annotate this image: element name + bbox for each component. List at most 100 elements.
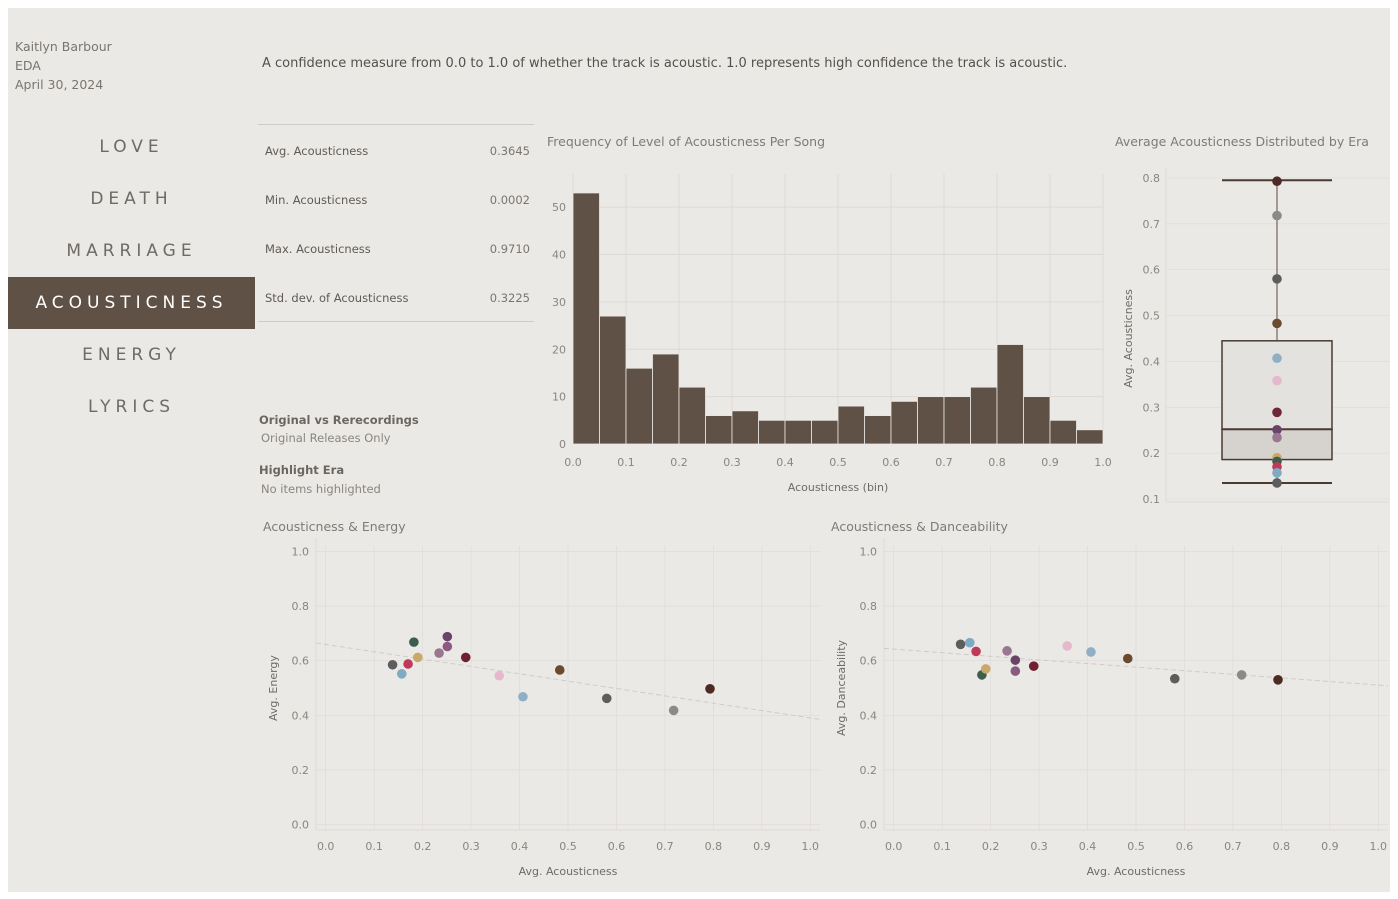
dance-era-point [1028, 661, 1039, 671]
energy-x-axis-title: Avg. Acousticness [519, 865, 618, 878]
histogram-title: Frequency of Level of Acousticness Per S… [547, 134, 826, 149]
histogram-bar [1076, 429, 1104, 445]
stat-row-avg: Avg. Acousticness 0.3645 [258, 125, 534, 174]
nav-item-energy[interactable]: ENERGY [82, 345, 181, 365]
energy-trend-line [315, 642, 821, 720]
dance-x-axis-title: Avg. Acousticness [1087, 865, 1186, 878]
dance-y-tick-label: 0.0 [860, 819, 878, 832]
box-y-tick-label: 0.8 [1143, 172, 1161, 185]
recordings-filter-dropdown[interactable]: Original Releases Only [261, 431, 391, 445]
energy-era-point [403, 659, 413, 669]
energy-y-axis-title: Avg. Energy [267, 655, 280, 721]
stat-value: 0.3225 [489, 291, 530, 305]
dance-era-point [955, 639, 966, 650]
energy-y-tick-label: 0.8 [292, 600, 310, 613]
energy-x-tick-label: 0.6 [608, 840, 626, 853]
box-era-point [1272, 318, 1282, 329]
box-era-point [1272, 375, 1282, 386]
recordings-filter-label: Original vs Rerecordings [259, 413, 419, 427]
summary-stats-table: Avg. Acousticness 0.3645 Min. Acousticne… [258, 124, 534, 322]
energy-x-tick-label: 0.4 [511, 840, 529, 853]
box-era-point [1272, 210, 1282, 221]
dance-era-point [1002, 646, 1012, 656]
box-era-point [1272, 274, 1282, 284]
energy-era-point [409, 637, 419, 647]
box-y-tick-label: 0.4 [1143, 355, 1161, 368]
box-y-tick-label: 0.2 [1143, 447, 1161, 460]
energy-x-tick-label: 0.3 [462, 840, 480, 853]
energy-x-tick-label: 1.0 [802, 840, 820, 853]
box-era-point [1272, 407, 1282, 418]
energy-era-point [554, 665, 565, 675]
report-date: April 30, 2024 [15, 77, 104, 92]
energy-y-tick-label: 0.2 [292, 764, 310, 777]
energy-era-point [387, 659, 398, 670]
dance-era-point [1010, 666, 1021, 676]
histogram-bar [837, 405, 865, 445]
dance-x-tick-label: 0.6 [1176, 840, 1194, 853]
box-era-point [1272, 353, 1282, 364]
highlight-era-dropdown[interactable]: No items highlighted [261, 482, 381, 496]
nav-item-lyrics[interactable]: LYRICS [87, 397, 176, 417]
metric-description: A confidence measure from 0.0 to 1.0 of … [262, 56, 1068, 71]
dance-era-point [980, 664, 991, 674]
energy-era-point [460, 652, 471, 663]
energy-x-tick-label: 0.7 [656, 840, 674, 853]
histogram-bar [731, 410, 759, 445]
dance-scatter-title: Acousticness & Danceability [831, 519, 1008, 534]
histogram-bar [811, 419, 839, 445]
dance-era-point [1010, 655, 1021, 665]
dance-x-tick-label: 0.4 [1079, 840, 1097, 853]
dashboard: Kaitlyn Barbour EDA April 30, 2024 LOVE … [8, 8, 1390, 892]
box-era-point [1272, 432, 1282, 443]
hist-x-tick-label: 0.0 [564, 456, 582, 469]
box-y-tick-label: 0.7 [1143, 218, 1161, 231]
histogram-bar [1023, 396, 1051, 445]
dance-era-point [1122, 653, 1133, 664]
energy-x-tick-label: 0.1 [365, 840, 383, 853]
histogram-bar [1049, 419, 1077, 445]
dance-y-tick-label: 0.4 [860, 709, 878, 722]
energy-y-tick-label: 1.0 [292, 545, 310, 558]
energy-x-tick-label: 0.0 [317, 840, 335, 853]
hist-x-tick-label: 0.8 [988, 456, 1006, 469]
nav-item-love[interactable]: LOVE [99, 137, 164, 157]
box-era-point [1272, 478, 1282, 488]
hist-x-tick-label: 0.9 [1041, 456, 1059, 469]
histogram-bar [970, 386, 998, 445]
histogram-bar [705, 415, 733, 445]
dance-y-tick-label: 1.0 [860, 545, 878, 558]
dance-x-tick-label: 1.0 [1370, 840, 1388, 853]
box-y-tick-label: 0.3 [1143, 401, 1161, 414]
energy-x-tick-label: 0.5 [559, 840, 577, 853]
energy-scatter-title: Acousticness & Energy [263, 519, 406, 534]
stat-row-stddev: Std. dev. of Acousticness 0.3225 [258, 272, 534, 321]
hist-x-tick-label: 0.7 [935, 456, 953, 469]
box-y-tick-label: 0.6 [1143, 264, 1161, 277]
dance-y-tick-label: 0.6 [860, 655, 878, 668]
dance-y-tick-label: 0.2 [860, 764, 878, 777]
energy-y-tick-label: 0.6 [292, 655, 310, 668]
hist-x-tick-label: 0.3 [723, 456, 741, 469]
hist-y-tick-label: 0 [559, 438, 566, 451]
dance-trend-line [883, 647, 1389, 687]
histogram-bar [758, 419, 786, 445]
box-era-point [1272, 468, 1282, 478]
boxplot-title: Average Acousticness Distributed by Era [1115, 134, 1369, 149]
box-y-tick-label: 0.1 [1143, 493, 1161, 506]
stat-label: Std. dev. of Acousticness [265, 291, 409, 305]
energy-y-tick-label: 0.4 [292, 709, 310, 722]
stat-value: 0.3645 [489, 144, 530, 158]
nav-item-marriage[interactable]: MARRIAGE [66, 241, 197, 261]
energy-era-point [601, 693, 612, 704]
hist-x-tick-label: 0.2 [670, 456, 688, 469]
dance-y-tick-label: 0.8 [860, 600, 878, 613]
nav-item-acousticness[interactable]: ACOUSTICNESS [8, 277, 255, 329]
hist-x-tick-label: 0.1 [617, 456, 635, 469]
energy-y-tick-label: 0.0 [292, 819, 310, 832]
energy-x-tick-label: 0.8 [705, 840, 723, 853]
stat-row-min: Min. Acousticness 0.0002 [258, 174, 534, 223]
nav-item-death[interactable]: DEATH [90, 189, 173, 209]
hist-y-tick-label: 30 [552, 296, 566, 309]
hist-y-tick-label: 20 [552, 343, 566, 356]
